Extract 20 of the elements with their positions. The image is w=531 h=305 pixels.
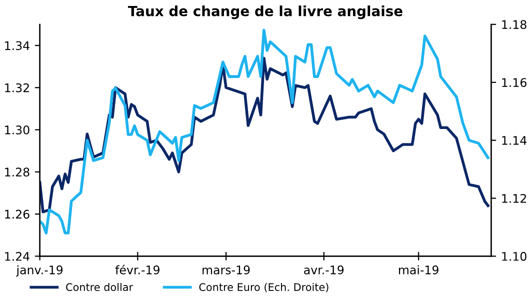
y-tick-label: 1.26	[5, 210, 30, 219]
x-tick-label: janv.-19	[16, 265, 63, 277]
line-series	[40, 28, 490, 234]
x-tick-label: févr.-19	[115, 264, 160, 274]
x-tick-label: avr.-19	[304, 265, 344, 274]
y2-tick-label: 1.18	[502, 20, 526, 30]
y2-tick-label: 1.10	[502, 252, 526, 261]
y-tick-label: 1.24	[5, 252, 30, 261]
x-tick-label: mars-19	[202, 265, 250, 274]
y-tick-label: 1.30	[5, 125, 30, 134]
y-tick-label: 1.32	[5, 83, 29, 92]
x-tick-label: mai-19	[399, 265, 438, 274]
legend-label: Contre Euro (Ech. Droite)	[199, 282, 328, 292]
y-tick-label: 1.34	[5, 41, 30, 50]
y2-tick-label: 1.14	[502, 136, 527, 145]
y2-tick-label: 1.12	[502, 194, 526, 203]
chart-title: Taux de change de la livre anglaise	[128, 6, 402, 20]
y-tick-label: 1.28	[5, 168, 30, 177]
y2-tick-label: 1.16	[502, 78, 526, 88]
legend-label: Contre dollar	[66, 282, 134, 292]
